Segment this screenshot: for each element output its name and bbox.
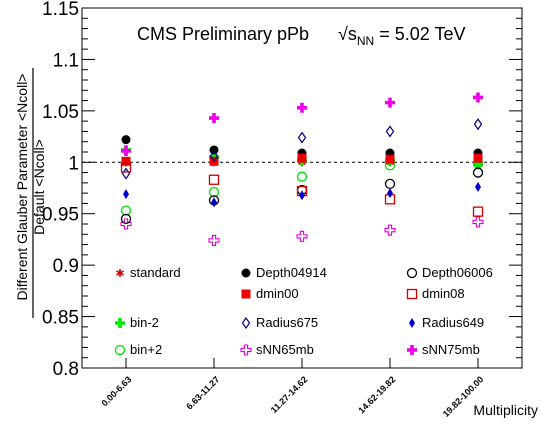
point-dmin00 [385, 154, 395, 164]
legend-item-dmin00: dmin00 [241, 286, 299, 301]
x-axis-label: Multiplicity [473, 402, 538, 418]
series-snn75mb [121, 92, 483, 156]
y-axis-label-denominator: Default <Ncoll> [31, 139, 47, 235]
legend-item-snn65mb: sNN65mb [240, 342, 314, 357]
star-stroke [116, 270, 124, 276]
legend-label-standard: standard [130, 265, 181, 280]
y-tick-label: 0.95 [42, 205, 79, 226]
legend-label-depth06006: Depth06006 [422, 265, 493, 280]
point-snn75mb [297, 102, 307, 113]
point-radius649 [123, 189, 129, 200]
legend-label-bin-2: bin+2 [130, 342, 162, 357]
legend-marker-standard [116, 269, 124, 277]
point-bin-2 [120, 205, 132, 216]
point-radius675 [209, 150, 219, 163]
point-radius649 [475, 181, 481, 192]
point-dmin00 [297, 153, 307, 163]
series-radius675 [121, 118, 483, 180]
legend-item-radius649: Radius649 [409, 315, 484, 330]
point-snn65mb [120, 218, 132, 230]
legend-marker-bin-2 [115, 318, 125, 328]
legend-marker-radius675 [241, 316, 251, 330]
series-radius649 [123, 181, 481, 208]
energy-sqrt: √ [338, 24, 348, 44]
svg-text:√sNN = 5.02 TeV: √sNN = 5.02 TeV [338, 24, 465, 48]
point-radius649 [299, 190, 305, 201]
point-depth04914 [209, 145, 219, 155]
legend-marker-depth06006 [406, 267, 418, 279]
y-tick-label: 0.9 [53, 256, 79, 277]
legend-label-depth04914: Depth04914 [256, 265, 327, 280]
energy-suffix: = 5.02 TeV [374, 24, 465, 44]
series-dmin08 [120, 162, 484, 217]
y-tick-label: 0.8 [53, 359, 79, 380]
legend-item-dmin08: dmin08 [406, 286, 465, 301]
legend-marker-radius649 [409, 318, 415, 328]
point-dmin00 [473, 153, 483, 163]
point-snn75mb [209, 113, 219, 124]
point-snn65mb [296, 230, 308, 242]
y-tick-label: 1.15 [42, 0, 79, 20]
point-dmin00 [121, 156, 131, 166]
legend-label-radius649: Radius649 [422, 315, 484, 330]
energy-s: s [348, 24, 357, 44]
legend-label-snn65mb: sNN65mb [256, 342, 314, 357]
y-tick-label: 1.1 [53, 50, 79, 71]
energy-label: √sNN = 5.02 TeV [338, 24, 465, 48]
legend-marker-dmin08 [406, 288, 418, 300]
legend-item-depth06006: Depth06006 [406, 265, 493, 280]
point-bin-2 [208, 186, 220, 198]
chart-title: CMS Preliminary pPb [137, 24, 309, 44]
point-snn65mb [208, 234, 220, 247]
legend-item-depth04914: Depth04914 [241, 265, 327, 280]
y-axis-label-numerator: Different Glauber Parameter <Ncoll> [14, 74, 30, 301]
legend-marker-dmin00 [241, 289, 251, 299]
legend-item-standard: standard [116, 265, 181, 280]
point-bin-2 [296, 171, 308, 182]
legend-label-snn75mb: sNN75mb [422, 342, 480, 357]
point-snn65mb [384, 224, 396, 236]
series-snn65mb [120, 216, 484, 247]
y-axis-label: Different Glauber Parameter <Ncoll> Defa… [14, 68, 47, 318]
point-dmin08 [120, 162, 132, 173]
legend-label-bin-2: bin-2 [130, 315, 159, 330]
point-snn75mb [385, 97, 395, 108]
point-depth06006 [472, 167, 484, 178]
point-snn65mb [472, 216, 484, 228]
point-depth06006 [120, 213, 132, 225]
point-bin-2 [473, 159, 483, 170]
legend-item-bin-2: bin+2 [114, 342, 162, 357]
legend-marker-bin-2 [114, 344, 126, 356]
legend-marker-snn65mb [240, 344, 252, 356]
legend-item-bin-2: bin-2 [115, 315, 159, 330]
legend-label-radius675: Radius675 [256, 315, 318, 330]
point-depth04914 [121, 135, 131, 145]
point-radius675 [473, 118, 483, 131]
point-radius675 [385, 125, 395, 138]
point-dmin08 [208, 174, 220, 185]
point-dmin08 [472, 206, 484, 217]
y-tick-label: 1 [68, 153, 79, 174]
point-radius649 [387, 188, 393, 199]
legend-marker-snn75mb [407, 345, 417, 355]
legend-marker-depth04914 [241, 268, 251, 278]
energy-sub: NN [357, 34, 374, 48]
point-radius649 [211, 197, 217, 208]
legend-label-dmin08: dmin08 [422, 286, 465, 301]
point-snn75mb [121, 145, 131, 156]
y-tick-label: 1.05 [42, 102, 79, 123]
legend-item-snn75mb: sNN75mb [407, 342, 480, 357]
legend-item-radius675: Radius675 [241, 315, 318, 330]
legend-label-dmin00: dmin00 [256, 286, 299, 301]
y-tick-label: 0.85 [42, 308, 79, 329]
point-radius675 [297, 131, 307, 144]
point-snn75mb [473, 92, 483, 103]
